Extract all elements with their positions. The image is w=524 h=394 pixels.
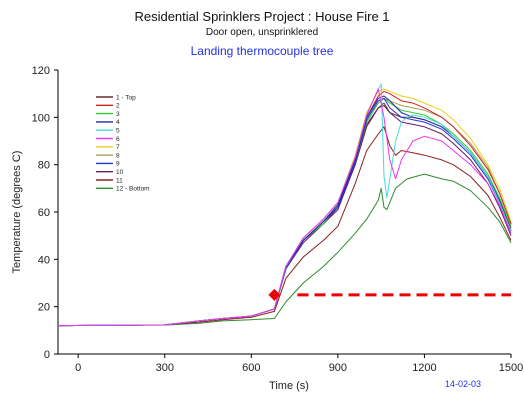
series-lines <box>57 83 512 327</box>
legend-label: 3 <box>116 111 120 118</box>
series-line-3 <box>57 97 512 327</box>
legend-label: 2 <box>116 103 120 110</box>
y-tick-label: 40 <box>38 254 50 266</box>
legend-label: 10 <box>116 169 124 176</box>
date-stamp: 14-02-03 <box>445 379 482 389</box>
legend-label: 4 <box>116 119 120 126</box>
legend-label: 8 <box>116 152 120 159</box>
y-tick-label: 120 <box>32 65 50 77</box>
chart-title: Residential Sprinklers Project : House F… <box>134 9 390 24</box>
activation-marker <box>268 288 281 301</box>
series-line-1 <box>57 102 512 327</box>
series-line-9 <box>57 97 512 327</box>
legend-label: 1 - Top <box>116 94 136 101</box>
annotations <box>268 288 511 301</box>
series-line-10 <box>57 105 512 327</box>
y-tick-label: 60 <box>38 207 50 219</box>
series-line-7 <box>57 88 512 327</box>
y-axis-label: Temperature (degrees C) <box>11 151 23 274</box>
y-tick-label: 0 <box>44 349 50 361</box>
y-tick-label: 20 <box>38 302 50 314</box>
chart-caption: Landing thermocouple tree <box>190 44 334 58</box>
series-line-5 <box>57 83 512 327</box>
y-tick-label: 80 <box>38 160 50 172</box>
chart-subtitle: Door open, unsprinklered <box>205 27 319 38</box>
series-line-2 <box>57 90 512 327</box>
x-tick-label: 300 <box>156 362 174 374</box>
legend-label: 6 <box>116 136 120 143</box>
series-line-6 <box>57 88 512 327</box>
x-tick-label: 0 <box>75 362 81 374</box>
y-tick-label: 100 <box>32 112 50 124</box>
x-axis-label: Time (s) <box>269 380 309 392</box>
x-tick-label: 1500 <box>499 362 523 374</box>
legend-label: 7 <box>116 144 120 151</box>
x-tick-label: 600 <box>242 362 260 374</box>
series-line-8 <box>57 97 512 327</box>
legend-label: 12 - Bottom <box>116 186 150 193</box>
series-line-11 <box>57 126 512 327</box>
legend-label: 5 <box>116 128 120 135</box>
legend-label: 11 <box>116 177 123 184</box>
x-tick-label: 1200 <box>412 362 436 374</box>
series-line-12 <box>57 173 512 327</box>
legend-label: 9 <box>116 161 120 168</box>
x-tick-label: 900 <box>329 362 347 374</box>
